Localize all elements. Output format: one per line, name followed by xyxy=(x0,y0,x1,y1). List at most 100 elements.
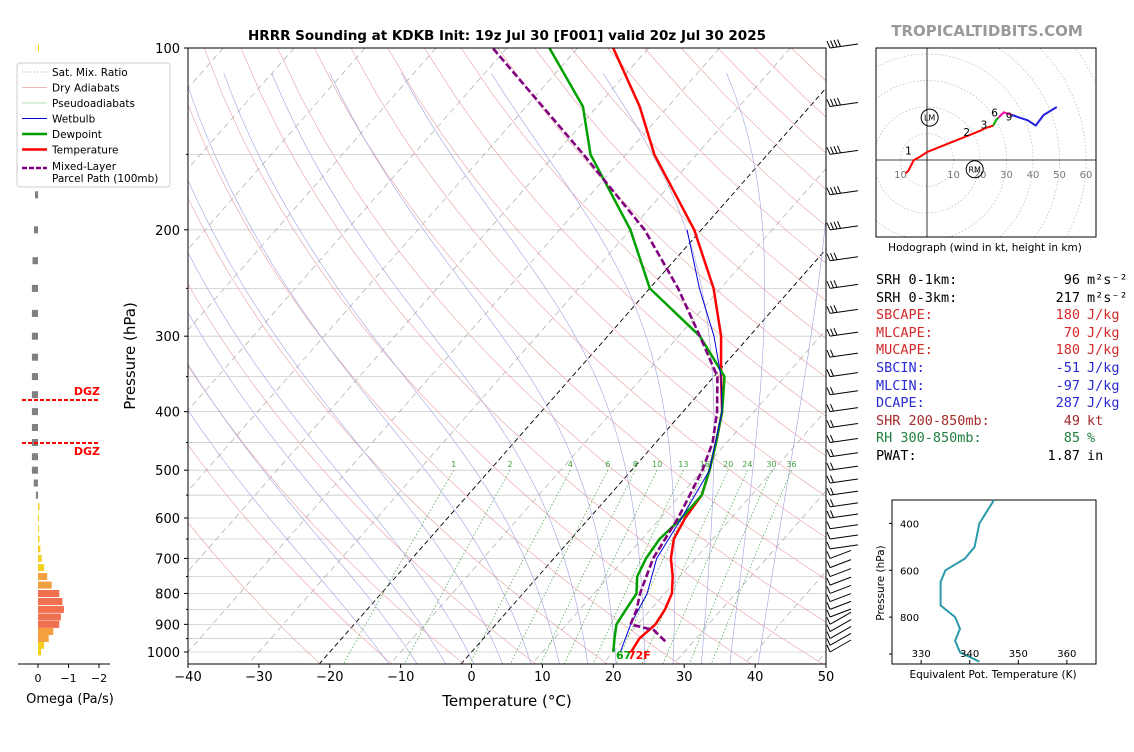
wind-barb-flag xyxy=(827,188,830,195)
mixing-ratio-label: 6 xyxy=(605,460,610,469)
param-label: SBCAPE: xyxy=(876,307,1010,325)
param-value: 49 xyxy=(1010,413,1080,431)
omega-bar xyxy=(36,492,38,499)
x-tick-label: 20 xyxy=(605,670,622,685)
param-value: 217 xyxy=(1010,290,1080,308)
param-unit: J/kg xyxy=(1080,395,1120,413)
wind-barb xyxy=(830,332,858,336)
param-label: MUCAPE: xyxy=(876,342,1010,360)
wind-barb xyxy=(830,633,851,645)
wind-barb xyxy=(830,424,858,428)
theta-e-xlabel: Equivalent Pot. Temperature (K) xyxy=(909,669,1076,681)
wind-barb-flag xyxy=(827,542,830,549)
wind-barb xyxy=(830,479,858,483)
wind-barb xyxy=(830,309,858,313)
omega-bar xyxy=(33,257,39,264)
wind-barb-flag xyxy=(827,500,830,507)
wind-barb xyxy=(830,560,851,568)
wind-barb-flag xyxy=(827,463,830,470)
wind-barb-flag xyxy=(831,253,834,260)
wind-barb-flag xyxy=(834,146,837,153)
y-tick-label: 700 xyxy=(155,552,180,567)
wind-barb-flag xyxy=(838,40,841,47)
wind-barb-flag xyxy=(827,602,830,609)
left-mover-label: LM xyxy=(924,114,935,123)
wind-barb-flag xyxy=(827,388,830,395)
param-value: 287 xyxy=(1010,395,1080,413)
wind-barb-flag xyxy=(827,570,830,577)
theta-e-xtick-label: 350 xyxy=(1009,649,1028,660)
x-tick-label: −40 xyxy=(174,670,201,685)
omega-bar xyxy=(38,642,44,649)
param-unit: J/kg xyxy=(1080,307,1120,325)
y-tick-label: 500 xyxy=(155,464,180,479)
param-value: -51 xyxy=(1010,360,1080,378)
hodograph-ring-label: 40 xyxy=(1027,170,1040,181)
y-tick-label: 400 xyxy=(155,406,180,421)
theta-e-ytick-label: 600 xyxy=(900,566,919,577)
hodograph-height-label: 9 xyxy=(1006,111,1013,123)
series-mixed-layer-parcel-path-100mb- xyxy=(493,48,718,641)
pseudoadiabat xyxy=(272,73,588,665)
param-unit: J/kg xyxy=(1080,378,1120,396)
hodograph-frame xyxy=(876,48,1096,237)
wind-barb xyxy=(830,525,858,529)
param-label: PWAT: xyxy=(876,448,1010,466)
wind-barb-flag xyxy=(834,280,837,287)
wind-barb xyxy=(830,408,858,412)
mixing-ratio-line xyxy=(710,470,792,667)
wind-barb xyxy=(830,491,858,495)
isotherm xyxy=(104,48,649,667)
y-tick-label: 800 xyxy=(155,587,180,602)
y-tick-label: 300 xyxy=(155,330,180,345)
omega-bar xyxy=(38,573,47,580)
y-tick-label: 200 xyxy=(155,224,180,239)
mixing-ratio-label: 2 xyxy=(507,460,512,469)
dry-adiabat xyxy=(314,48,972,667)
wind-barb-flag xyxy=(827,476,830,483)
wind-barb xyxy=(830,44,858,48)
pseudoadiabat xyxy=(224,73,560,665)
y-tick-label: 100 xyxy=(155,42,180,57)
wind-barb xyxy=(830,257,858,261)
wind-barb-flag xyxy=(831,463,834,470)
wind-barb-flag xyxy=(827,254,830,261)
hodograph-ring-label: 10 xyxy=(947,170,960,181)
wind-barb-flag xyxy=(827,281,830,288)
wind-barb xyxy=(830,514,858,518)
right-mover-label: RM xyxy=(968,165,981,174)
wind-barb-flag xyxy=(831,222,834,229)
wind-barb-flag xyxy=(838,98,841,105)
param-value: 1.87 xyxy=(1010,448,1080,466)
theta-e-ytick-label: 400 xyxy=(900,519,919,530)
skewt-series xyxy=(493,48,725,652)
x-tick-label: 50 xyxy=(818,670,835,685)
wind-barb-flag xyxy=(827,522,830,529)
pseudoadiabat xyxy=(401,73,644,665)
wind-barb-flag xyxy=(831,435,834,442)
omega-bar xyxy=(32,354,38,361)
omega-bar xyxy=(38,536,40,543)
omega-tick-label: −1 xyxy=(60,672,76,685)
wind-barb-flag xyxy=(838,146,841,153)
omega-bar xyxy=(38,503,40,510)
mixing-ratio-label: 36 xyxy=(786,460,796,469)
omega-bar xyxy=(38,621,59,628)
wind-barb-flag xyxy=(827,561,830,568)
param-row: RH 300-850mb:85% xyxy=(876,430,1128,448)
omega-bar xyxy=(38,555,42,562)
wind-barb-flag xyxy=(827,100,830,107)
y-tick-label: 900 xyxy=(155,618,180,633)
omega-bar xyxy=(38,614,61,621)
wind-barb-flag xyxy=(827,625,830,632)
wind-barb xyxy=(830,439,858,443)
wind-barb xyxy=(830,453,858,457)
hodograph-height-label: 3 xyxy=(981,120,988,132)
wind-barb-flag xyxy=(827,488,830,495)
wind-barb-flag xyxy=(831,404,834,411)
omega-bar xyxy=(32,310,38,317)
omega-bar xyxy=(32,285,38,292)
